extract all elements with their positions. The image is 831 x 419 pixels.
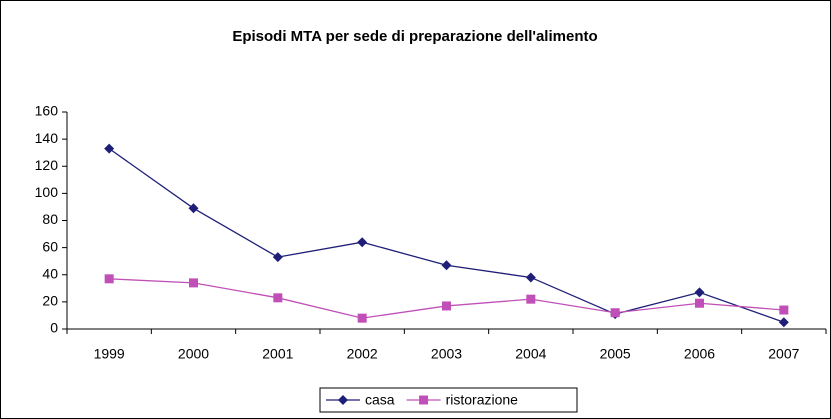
- marker: [357, 237, 368, 248]
- x-tick-label: 1999: [94, 346, 125, 362]
- marker: [779, 305, 789, 315]
- y-tick-label: 160: [35, 103, 59, 119]
- x-tick-label: 2002: [347, 346, 378, 362]
- legend-label: ristorazione: [446, 392, 519, 408]
- marker: [272, 252, 283, 263]
- legend-marker: [419, 395, 429, 405]
- marker: [526, 294, 536, 304]
- y-tick-label: 100: [35, 184, 59, 200]
- y-tick-label: 80: [42, 211, 58, 227]
- marker: [104, 143, 115, 154]
- x-tick-label: 2006: [684, 346, 715, 362]
- marker: [273, 293, 283, 303]
- marker: [525, 272, 536, 283]
- marker: [694, 287, 705, 298]
- y-tick-label: 60: [42, 238, 58, 254]
- marker: [189, 278, 198, 288]
- marker: [695, 298, 704, 308]
- marker: [441, 260, 452, 271]
- y-tick-label: 140: [35, 130, 59, 146]
- marker: [357, 313, 367, 323]
- marker: [778, 317, 789, 328]
- x-tick-label: 2003: [431, 346, 462, 362]
- x-tick-label: 2005: [600, 346, 631, 362]
- marker: [610, 308, 620, 318]
- y-tick-label: 40: [42, 265, 58, 281]
- y-tick-label: 20: [42, 293, 58, 309]
- marker: [188, 203, 199, 214]
- legend-label: casa: [365, 392, 395, 408]
- marker: [442, 301, 451, 311]
- x-tick-label: 2007: [768, 346, 799, 362]
- legend-box: [319, 387, 578, 413]
- x-tick-label: 2004: [515, 346, 546, 362]
- legend-marker: [338, 395, 348, 405]
- x-tick-label: 2001: [262, 346, 293, 362]
- y-tick-label: 120: [35, 157, 59, 173]
- chart-title: Episodi MTA per sede di preparazione del…: [232, 28, 597, 45]
- y-tick-label: 0: [50, 320, 58, 336]
- marker: [104, 274, 114, 284]
- x-tick-label: 2000: [178, 346, 209, 362]
